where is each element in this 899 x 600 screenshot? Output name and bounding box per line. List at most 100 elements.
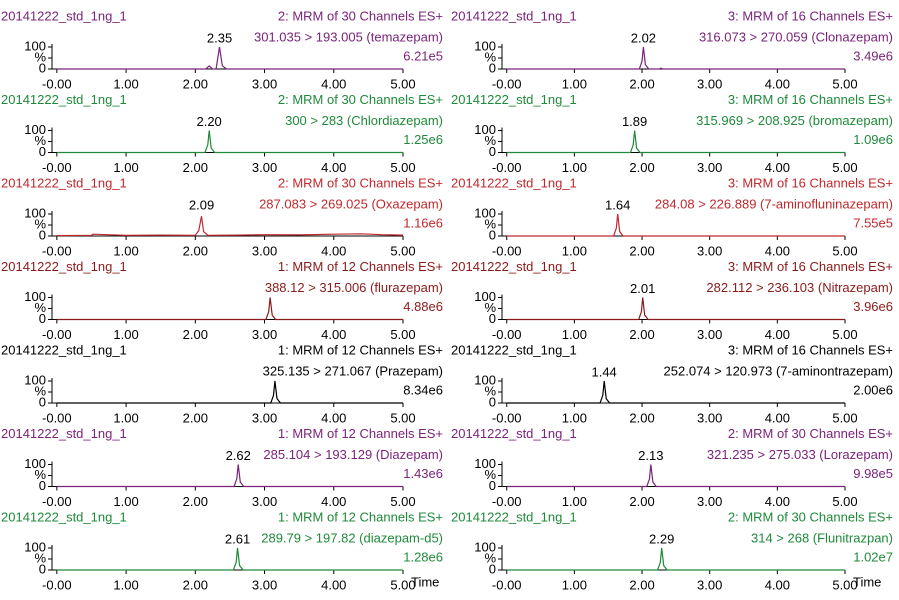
transition: 284.08 > 226.889 (7-aminofluninazepam) bbox=[655, 196, 893, 211]
y-tick-label: 0 bbox=[489, 561, 496, 576]
y-tick-label: 0 bbox=[39, 60, 46, 75]
x-tick-label: 3.00 bbox=[252, 577, 277, 592]
chromatogram-panel: 20141222_std_1ng_1 3: MRM of 16 Channels … bbox=[451, 92, 893, 175]
sample-name: 20141222_std_1ng_1 bbox=[451, 259, 577, 274]
channel-info: 1: MRM of 12 Channels ES+ bbox=[278, 342, 443, 357]
x-tick-label: -0.00 bbox=[492, 76, 522, 91]
y-tick-label: 100 bbox=[24, 122, 46, 137]
y-tick-label: 0 bbox=[489, 394, 496, 409]
trace bbox=[56, 297, 403, 321]
x-tick-label: 3.00 bbox=[697, 243, 722, 258]
y-tick-label: 100 bbox=[474, 122, 496, 137]
channel-info: 2: MRM of 30 Channels ES+ bbox=[278, 8, 443, 23]
x-tick-label: 2.00 bbox=[183, 327, 208, 342]
peak-label: 2.29 bbox=[649, 531, 674, 546]
y-tick-label: % bbox=[34, 467, 46, 482]
y-tick-label: 100 bbox=[24, 539, 46, 554]
x-tick-label: 1.00 bbox=[113, 160, 138, 175]
channel-info: 1: MRM of 12 Channels ES+ bbox=[278, 426, 443, 441]
x-tick-label: -0.00 bbox=[492, 577, 522, 592]
transition: 321.235 > 275.033 (Lorazepam) bbox=[707, 447, 893, 462]
transition: 325.135 > 271.067 (Prazepam) bbox=[263, 363, 443, 378]
intensity: 1.09e6 bbox=[853, 132, 893, 147]
intensity: 1.02e7 bbox=[853, 549, 893, 564]
trace bbox=[506, 547, 845, 571]
transition: 285.104 > 193.129 (Diazepam) bbox=[263, 447, 443, 462]
y-tick-label: % bbox=[34, 216, 46, 231]
trace bbox=[56, 464, 403, 488]
x-tick-label: 5.00 bbox=[390, 410, 415, 425]
x-tick-label: 3.00 bbox=[252, 160, 277, 175]
x-tick-label: 3.00 bbox=[697, 577, 722, 592]
channel-info: 3: MRM of 16 Channels ES+ bbox=[728, 92, 893, 107]
intensity: 2.00e6 bbox=[853, 382, 893, 397]
sample-name: 20141222_std_1ng_1 bbox=[451, 426, 577, 441]
channel-info: 3: MRM of 16 Channels ES+ bbox=[728, 175, 893, 190]
x-tick-label: -0.00 bbox=[42, 410, 72, 425]
peak-label: 2.02 bbox=[631, 30, 656, 45]
transition: 316.073 > 270.059 (Clonazepam) bbox=[699, 29, 893, 44]
sample-name: 20141222_std_1ng_1 bbox=[451, 92, 577, 107]
chromatogram-panel: 20141222_std_1ng_1 2: MRM of 30 Channels … bbox=[451, 509, 893, 592]
y-tick-label: 100 bbox=[24, 456, 46, 471]
x-tick-label: 4.00 bbox=[765, 160, 790, 175]
trace bbox=[56, 46, 403, 70]
y-tick-label: 0 bbox=[489, 227, 496, 242]
x-tick-label: 3.00 bbox=[252, 327, 277, 342]
x-tick-label: -0.00 bbox=[492, 243, 522, 258]
trace bbox=[56, 547, 403, 571]
x-tick-label: 2.00 bbox=[629, 76, 654, 91]
x-tick-label: 1.00 bbox=[562, 327, 587, 342]
x-tick-label: -0.00 bbox=[492, 160, 522, 175]
y-tick-label: 100 bbox=[24, 372, 46, 387]
intensity: 8.34e6 bbox=[403, 382, 443, 397]
chromatogram-panel: 20141222_std_1ng_1 3: MRM of 16 Channels … bbox=[451, 8, 893, 91]
x-tick-label: 3.00 bbox=[252, 76, 277, 91]
trace bbox=[506, 380, 845, 404]
y-tick-label: 100 bbox=[474, 289, 496, 304]
y-tick-label: 0 bbox=[39, 227, 46, 242]
chromatogram-panel: 20141222_std_1ng_1 2: MRM of 30 Channels … bbox=[1, 92, 443, 175]
y-tick-label: 100 bbox=[474, 38, 496, 53]
chromatogram-panel: 20141222_std_1ng_1 1: MRM of 12 Channels … bbox=[1, 426, 443, 509]
sample-name: 20141222_std_1ng_1 bbox=[1, 175, 127, 190]
x-tick-label: 3.00 bbox=[252, 243, 277, 258]
y-tick-label: % bbox=[484, 467, 496, 482]
x-tick-label: 2.00 bbox=[183, 76, 208, 91]
y-tick-label: % bbox=[484, 49, 496, 64]
chromatogram-panel: 20141222_std_1ng_1 2: MRM of 30 Channels … bbox=[1, 8, 443, 91]
y-tick-label: 0 bbox=[489, 311, 496, 326]
y-tick-label: % bbox=[484, 216, 496, 231]
sample-name: 20141222_std_1ng_1 bbox=[451, 509, 577, 524]
sample-name: 20141222_std_1ng_1 bbox=[1, 8, 127, 23]
peak-label: 2.13 bbox=[638, 448, 663, 463]
y-tick-label: 0 bbox=[489, 144, 496, 159]
x-tick-label: -0.00 bbox=[42, 577, 72, 592]
y-tick-label: 0 bbox=[39, 394, 46, 409]
trace bbox=[506, 297, 845, 321]
x-tick-label: 3.00 bbox=[252, 494, 277, 509]
x-tick-label: 4.00 bbox=[765, 327, 790, 342]
sample-name: 20141222_std_1ng_1 bbox=[1, 92, 127, 107]
x-tick-label: 5.00 bbox=[832, 577, 857, 592]
channel-info: 2: MRM of 30 Channels ES+ bbox=[278, 175, 443, 190]
y-tick-label: % bbox=[484, 383, 496, 398]
x-tick-label: 1.00 bbox=[113, 243, 138, 258]
x-tick-label: 1.00 bbox=[562, 577, 587, 592]
x-tick-label: 1.00 bbox=[562, 494, 587, 509]
transition: 314 > 268 (Flunitrazpan) bbox=[751, 530, 893, 545]
x-tick-label: -0.00 bbox=[492, 327, 522, 342]
x-tick-label: 1.00 bbox=[113, 410, 138, 425]
transition: 301.035 > 193.005 (temazepam) bbox=[254, 29, 443, 44]
x-tick-label: 2.00 bbox=[629, 410, 654, 425]
x-tick-label: 1.00 bbox=[113, 577, 138, 592]
x-tick-label: 2.00 bbox=[629, 243, 654, 258]
transition: 287.083 > 269.025 (Oxazepam) bbox=[259, 196, 443, 211]
y-tick-label: % bbox=[34, 300, 46, 315]
peak-label: 1.89 bbox=[622, 114, 647, 129]
chromatogram-panel: 20141222_std_1ng_1 1: MRM of 12 Channels … bbox=[1, 509, 443, 592]
chromatogram-panel: 20141222_std_1ng_1 1: MRM of 12 Channels … bbox=[1, 259, 443, 342]
x-tick-label: 2.00 bbox=[183, 577, 208, 592]
x-tick-label: 4.00 bbox=[321, 160, 346, 175]
